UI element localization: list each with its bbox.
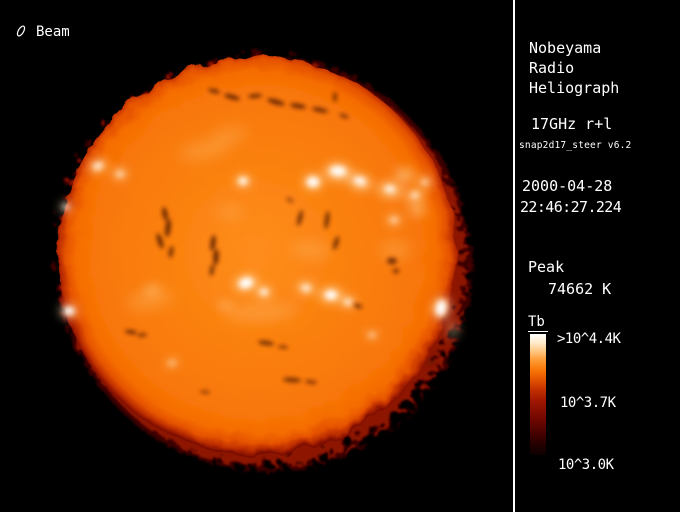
- peak-value: 74662 K: [548, 280, 612, 298]
- frequency-label: 17GHz r+l: [531, 115, 613, 133]
- sun-disk: [58, 57, 456, 455]
- colorbar-label-top: >10^4.4K: [557, 331, 621, 347]
- colorbar-label-bottom: 10^3.0K: [558, 457, 614, 473]
- colorbar-label-mid: 10^3.7K: [560, 395, 616, 411]
- peak-label: Peak: [528, 258, 565, 276]
- program-version-label: snap2d17_steer v6.2: [519, 140, 632, 151]
- plage-cores: [62, 162, 447, 366]
- observation-date: 2000-04-28: [522, 177, 613, 195]
- solar-disk-image: [51, 50, 463, 462]
- colorbar-gradient: [530, 334, 546, 455]
- bright-mottling: [126, 127, 411, 322]
- beam-label: Beam: [36, 24, 70, 40]
- filaments: [125, 88, 436, 394]
- observatory-name-line-1: Nobeyama: [529, 39, 602, 57]
- observatory-name-line-2: Radio: [529, 59, 575, 77]
- colorbar-title: Tb: [528, 314, 548, 332]
- observation-time: 22:46:27.224: [520, 198, 622, 216]
- plage-halos: [60, 158, 459, 369]
- panel-divider: [513, 0, 515, 512]
- beam-ellipse-icon: [16, 25, 26, 37]
- observatory-name-line-3: Heliograph: [529, 79, 620, 97]
